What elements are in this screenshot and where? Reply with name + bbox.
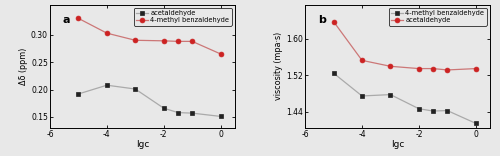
acetaldehyde — [189, 112, 195, 114]
4-methyl benzaldehyde — [388, 94, 394, 95]
4-methyl benzaldehyde — [104, 32, 110, 34]
acetaldehyde — [416, 68, 422, 70]
4-methyl benzaldehyde — [175, 40, 181, 42]
4-methyl benzaldehyde — [359, 95, 365, 97]
Legend: acetaldehyde, 4-methyl benzaldehyde: acetaldehyde, 4-methyl benzaldehyde — [134, 8, 232, 26]
Legend: 4-methyl benzaldehyde, acetaldehyde: 4-methyl benzaldehyde, acetaldehyde — [389, 8, 486, 26]
X-axis label: lgc: lgc — [391, 140, 404, 149]
Text: b: b — [318, 15, 326, 24]
acetaldehyde — [444, 69, 450, 71]
acetaldehyde — [430, 68, 436, 70]
acetaldehyde — [161, 107, 167, 109]
4-methyl benzaldehyde — [132, 39, 138, 41]
acetaldehyde — [76, 93, 82, 95]
acetaldehyde — [359, 59, 365, 61]
4-methyl benzaldehyde — [189, 40, 195, 42]
acetaldehyde — [175, 112, 181, 114]
4-methyl benzaldehyde — [76, 17, 82, 19]
4-methyl benzaldehyde — [218, 53, 224, 55]
acetaldehyde — [473, 68, 479, 70]
Text: a: a — [63, 15, 70, 24]
4-methyl benzaldehyde — [161, 40, 167, 42]
4-methyl benzaldehyde — [473, 122, 479, 124]
Y-axis label: Δδ (ppm): Δδ (ppm) — [19, 48, 28, 85]
X-axis label: lgc: lgc — [136, 140, 149, 149]
acetaldehyde — [132, 88, 138, 90]
acetaldehyde — [388, 65, 394, 67]
4-methyl benzaldehyde — [444, 110, 450, 112]
4-methyl benzaldehyde — [416, 108, 422, 110]
Line: 4-methyl benzaldehyde: 4-methyl benzaldehyde — [76, 16, 223, 56]
Y-axis label: viscosity (mpa·s): viscosity (mpa·s) — [274, 32, 283, 100]
Line: 4-methyl benzaldehyde: 4-methyl benzaldehyde — [331, 71, 478, 126]
4-methyl benzaldehyde — [430, 110, 436, 112]
Line: acetaldehyde: acetaldehyde — [76, 83, 223, 119]
acetaldehyde — [330, 21, 336, 22]
4-methyl benzaldehyde — [330, 72, 336, 74]
acetaldehyde — [104, 84, 110, 86]
acetaldehyde — [218, 115, 224, 117]
Line: acetaldehyde: acetaldehyde — [331, 19, 478, 72]
